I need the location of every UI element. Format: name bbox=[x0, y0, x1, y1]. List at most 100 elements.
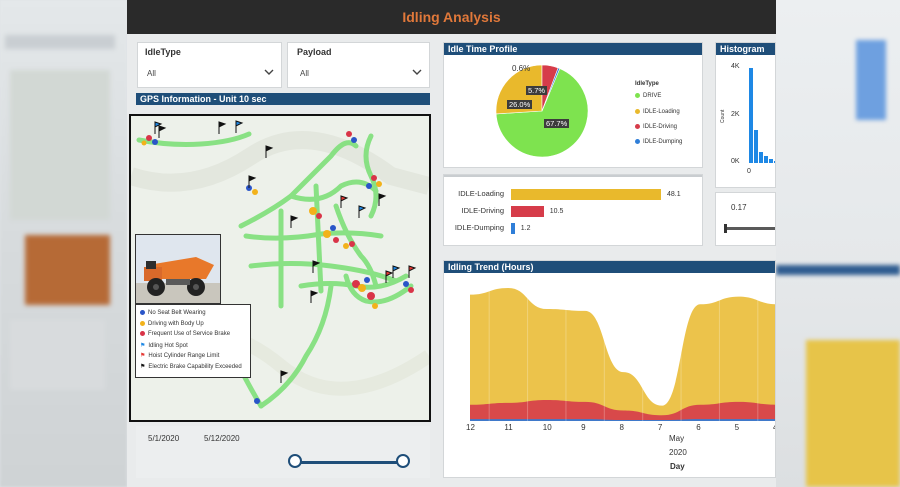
blue-dot-icon bbox=[140, 310, 145, 315]
trend-area-idle-dumping[interactable] bbox=[470, 419, 776, 421]
slicer-idletype: IdleType All bbox=[137, 42, 282, 88]
histogram-bar[interactable] bbox=[754, 129, 758, 163]
bar-label: IDLE-Loading bbox=[458, 189, 504, 198]
histogram-bar[interactable] bbox=[759, 151, 763, 163]
slicer-idletype-dropdown[interactable]: All bbox=[142, 63, 278, 81]
background-right-blur bbox=[776, 0, 900, 487]
trend-x-tick: 6 bbox=[696, 423, 701, 432]
pie-label-dumping: 0.6% bbox=[512, 64, 531, 73]
bar-label: IDLE-Dumping bbox=[454, 223, 504, 232]
idle-profile-card: Idle Time Profile 0.6% 5.7% 26.0% 67.7% … bbox=[443, 42, 703, 168]
trend-band-divider bbox=[757, 283, 759, 421]
legend-item-service-brake: Frequent Use of Service Brake bbox=[140, 331, 246, 342]
histogram-y-tick-4k: 4K bbox=[731, 63, 740, 70]
bar[interactable] bbox=[511, 206, 544, 217]
legend-item-idling-hot-spot: ⚑ Idling Hot Spot bbox=[140, 342, 188, 349]
legend-item-body-up: Driving with Body Up bbox=[140, 320, 246, 332]
slicer-payload-value: All bbox=[300, 69, 309, 78]
date-slicer: 5/1/2020 5/12/2020 bbox=[136, 426, 430, 478]
bar-value: 1.2 bbox=[520, 225, 531, 232]
trend-x-tick: 5 bbox=[734, 423, 740, 432]
trend-month: May bbox=[669, 434, 685, 443]
pie-label-drive: 67.7% bbox=[544, 119, 570, 128]
idle-bars-card: IDLE-Loading 48.1 IDLE-Driving 10.5 IDLE-Dum… bbox=[443, 174, 703, 246]
pie-label-loading: 26.0% bbox=[507, 100, 533, 109]
background-left-blur bbox=[0, 0, 127, 487]
trend-x-tick: 11 bbox=[504, 423, 513, 432]
black-flag-icon: ⚑ bbox=[140, 363, 146, 370]
histogram-bar[interactable] bbox=[774, 161, 775, 163]
slicer-idletype-value: All bbox=[147, 69, 156, 78]
trend-band-divider bbox=[527, 283, 529, 421]
trend-band-divider bbox=[718, 283, 720, 421]
histogram-slider-value: 0.17 bbox=[731, 203, 747, 212]
idle-profile-header: Idle Time Profile bbox=[444, 43, 702, 55]
histogram-y-tick-2k: 2K bbox=[731, 111, 740, 118]
trend-band-divider bbox=[642, 283, 644, 421]
histogram-x-tick: 0 bbox=[747, 168, 751, 175]
trend-area-idle-driving[interactable] bbox=[470, 399, 776, 421]
legend-item-electric-brake: ⚑ Electric Brake Capability Exceeded bbox=[140, 363, 242, 370]
pie-legend-drive: DRIVE bbox=[635, 93, 661, 99]
legend-item-hoist-limit: ⚑ Hoist Cylinder Range Limit bbox=[140, 353, 220, 359]
slicer-payload: Payload All bbox=[287, 42, 430, 88]
histogram-bar[interactable] bbox=[764, 156, 768, 163]
slicer-payload-label: Payload bbox=[297, 47, 332, 57]
trend-x-tick: 7 bbox=[657, 423, 663, 432]
red-flag-icon: ⚑ bbox=[140, 353, 146, 359]
idling-trend-header: Idling Trend (Hours) bbox=[444, 261, 775, 273]
slicer-idletype-label: IdleType bbox=[145, 47, 181, 57]
app-title: Idling Analysis bbox=[402, 9, 501, 25]
pie-slice-drive[interactable] bbox=[495, 68, 589, 158]
histogram-slider-handle[interactable] bbox=[724, 224, 727, 233]
trend-band-divider bbox=[603, 283, 605, 421]
pie-legend-loading: IDLE-Loading bbox=[635, 109, 680, 115]
chevron-down-icon bbox=[412, 69, 422, 75]
bar[interactable] bbox=[511, 223, 515, 234]
legend-item-no-seat-belt: No Seat Belt Wearing bbox=[140, 310, 246, 321]
pie-label-driving: 5.7% bbox=[526, 86, 548, 95]
trend-x-tick: 10 bbox=[542, 423, 552, 432]
pie-slice-idle-dumping[interactable] bbox=[541, 67, 561, 112]
red-dot-icon bbox=[140, 331, 145, 336]
trend-area-idle-loading[interactable] bbox=[470, 287, 776, 421]
histogram-slider-card: 0.17 bbox=[715, 192, 776, 246]
pie-legend-title: IdleType bbox=[635, 81, 659, 87]
trend-band-divider bbox=[488, 283, 490, 421]
histogram-slider-track[interactable] bbox=[726, 227, 775, 230]
pie-legend-driving: IDLE-Driving bbox=[635, 124, 677, 130]
slicer-payload-dropdown[interactable]: All bbox=[292, 63, 426, 81]
map-legend: No Seat Belt Wearing Driving with Body U… bbox=[135, 304, 251, 378]
bar[interactable] bbox=[511, 189, 661, 200]
pie-legend-dumping: IDLE-Dumping bbox=[635, 139, 682, 145]
trend-year: 2020 bbox=[669, 448, 687, 457]
chevron-down-icon bbox=[264, 69, 274, 75]
date-slider-start-handle[interactable] bbox=[288, 454, 302, 468]
histogram-bar[interactable] bbox=[769, 159, 773, 163]
trend-x-tick: 9 bbox=[581, 423, 586, 432]
histogram-header: Histogram bbox=[716, 43, 775, 55]
histogram-y-title: Count bbox=[720, 109, 726, 123]
histogram-card: Histogram Count 4K 2K 0K 0 bbox=[715, 42, 776, 188]
yellow-dot-icon bbox=[140, 320, 145, 326]
bar-value: 48.1 bbox=[667, 191, 681, 198]
idling-trend-chart bbox=[470, 283, 776, 421]
trend-axis-title: Day bbox=[670, 462, 685, 471]
date-slider-track[interactable] bbox=[296, 461, 404, 464]
trend-band-divider bbox=[680, 283, 682, 421]
idle-profile-pie bbox=[495, 64, 589, 158]
idling-trend-card: Idling Trend (Hours) 12 11 10 9 8 7 6 5 4 May 20… bbox=[443, 260, 776, 478]
gps-map[interactable]: No Seat Belt Wearing Driving with Body U… bbox=[129, 114, 431, 422]
trend-x-tick: 12 bbox=[466, 423, 475, 432]
haul-truck-image bbox=[135, 234, 221, 304]
blue-flag-icon: ⚑ bbox=[140, 342, 146, 349]
date-end: 5/12/2020 bbox=[204, 434, 240, 443]
histogram-bar[interactable] bbox=[749, 68, 753, 163]
bar-label: IDLE-Driving bbox=[461, 206, 504, 215]
title-bar bbox=[127, 0, 776, 34]
date-start: 5/1/2020 bbox=[148, 434, 180, 443]
trend-band-divider bbox=[565, 283, 567, 421]
bar-value: 10.5 bbox=[549, 208, 564, 215]
trend-x-tick: 4 bbox=[773, 423, 775, 432]
date-slider-end-handle[interactable] bbox=[396, 454, 410, 468]
